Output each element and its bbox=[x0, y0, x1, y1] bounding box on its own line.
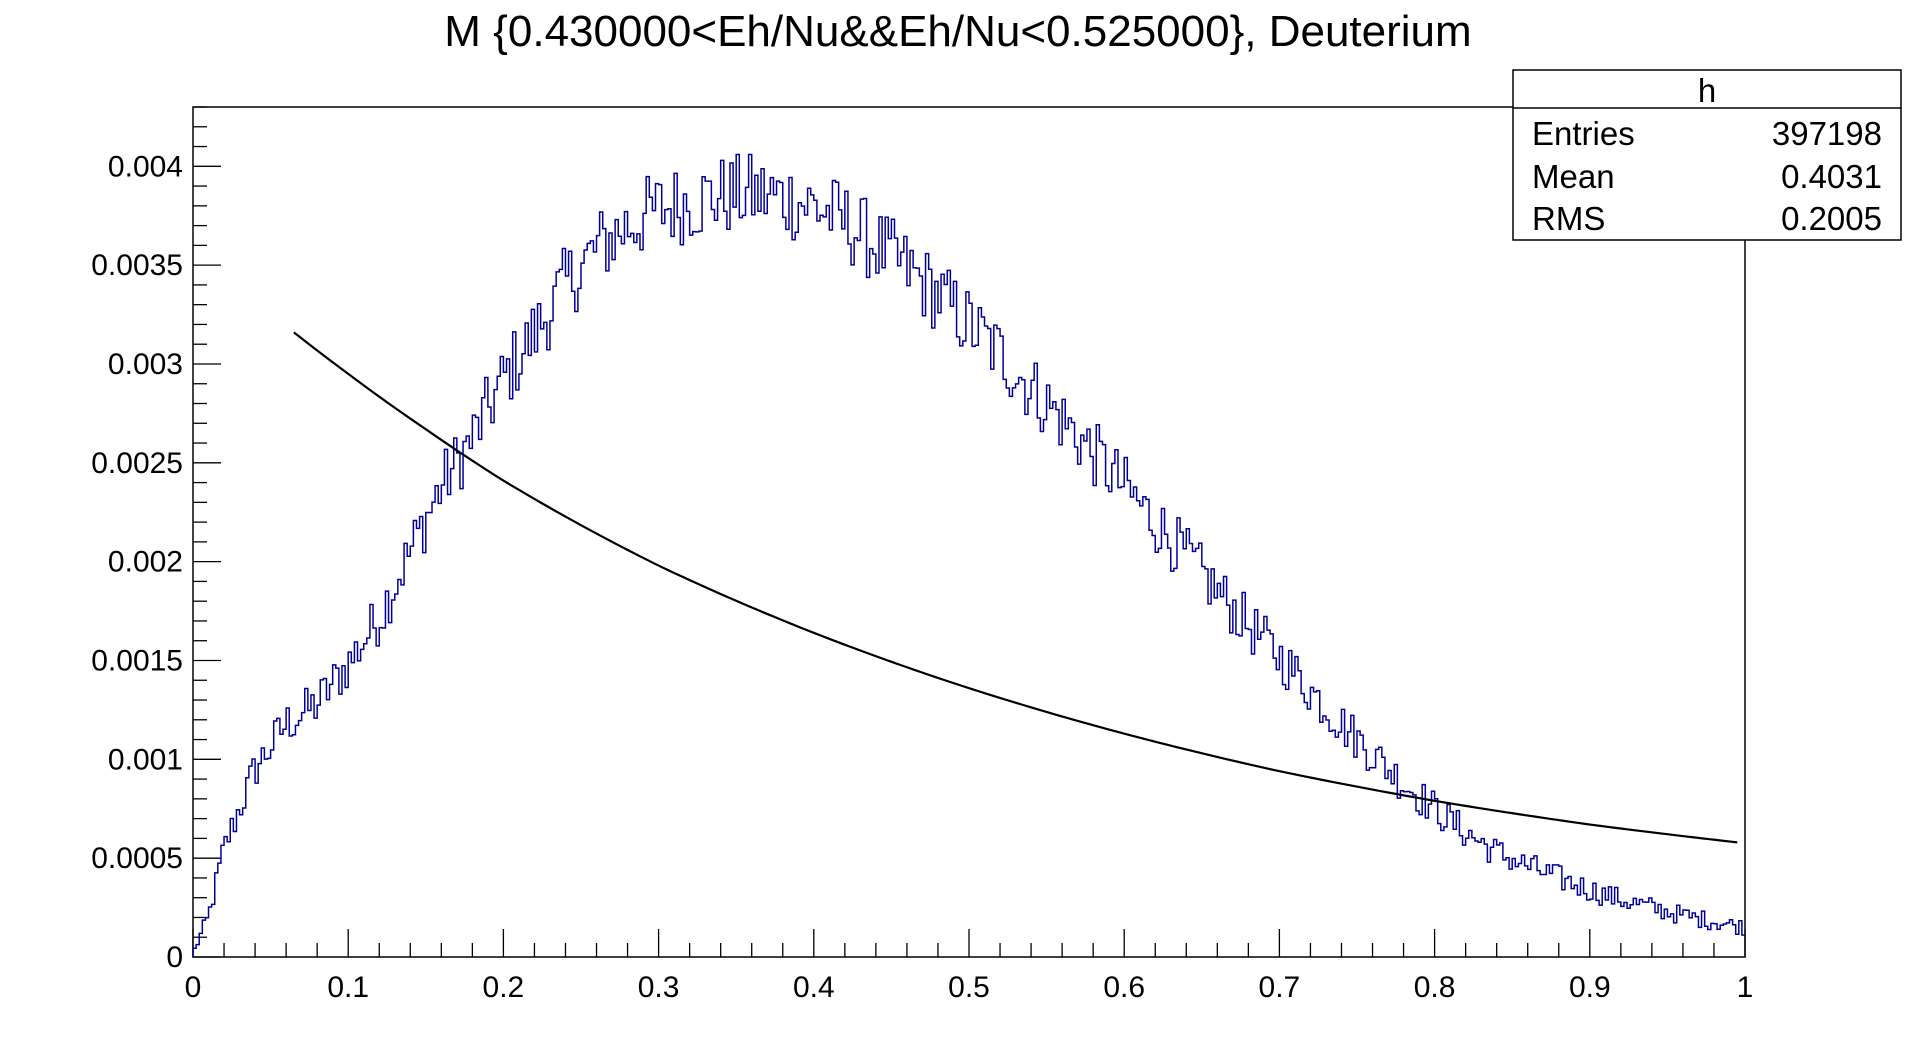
x-tick-label: 0.2 bbox=[483, 971, 525, 1004]
stats-mean-label: Mean bbox=[1532, 158, 1615, 195]
x-tick-label: 0.4 bbox=[793, 971, 835, 1004]
x-tick-label: 0.1 bbox=[327, 971, 369, 1004]
x-tick-label: 0.6 bbox=[1103, 971, 1145, 1004]
histogram-series bbox=[192, 153, 1745, 957]
y-tick-label: 0.004 bbox=[108, 150, 183, 183]
stats-rms-value: 0.2005 bbox=[1781, 200, 1882, 237]
x-tick-label: 0.5 bbox=[948, 971, 990, 1004]
x-tick-label: 0.8 bbox=[1414, 971, 1456, 1004]
x-tick-label: 0.9 bbox=[1569, 971, 1611, 1004]
y-tick-label: 0.0025 bbox=[91, 447, 183, 480]
stats-rms-label: RMS bbox=[1532, 200, 1605, 237]
y-tick-label: 0.003 bbox=[108, 348, 183, 381]
x-tick-label: 0.3 bbox=[638, 971, 680, 1004]
stats-mean-value: 0.4031 bbox=[1781, 158, 1882, 195]
x-axis: 0 0.1 0.2 0.3 0.4 0.5 0.6 0.7 0.8 0.9 1 bbox=[185, 929, 1754, 1004]
x-tick-label: 0 bbox=[185, 971, 202, 1004]
stats-box: h Entries 397198 Mean 0.4031 RMS 0.2005 bbox=[1512, 69, 1902, 241]
fit-function-curve bbox=[293, 331, 1738, 844]
x-tick-label: 0.7 bbox=[1259, 971, 1301, 1004]
y-tick-label: 0.002 bbox=[108, 546, 183, 579]
y-axis: 0 0.0005 0.001 0.0015 0.002 0.0025 0.003 0.0035… bbox=[91, 106, 221, 974]
y-tick-label: 0.001 bbox=[108, 743, 183, 776]
y-tick-label: 0.0015 bbox=[91, 644, 183, 677]
stats-entries-value: 397198 bbox=[1772, 115, 1882, 152]
stats-box-name: h bbox=[1698, 72, 1716, 109]
stats-entries-label: Entries bbox=[1532, 115, 1635, 152]
y-tick-label: 0.0035 bbox=[91, 249, 183, 282]
chart-title: M {0.430000<Eh/Nu&&Eh/Nu<0.525000}, Deut… bbox=[444, 7, 1471, 56]
y-tick-label: 0.0005 bbox=[91, 842, 183, 875]
y-tick-label: 0 bbox=[166, 941, 183, 974]
x-tick-label: 1 bbox=[1737, 971, 1754, 1004]
